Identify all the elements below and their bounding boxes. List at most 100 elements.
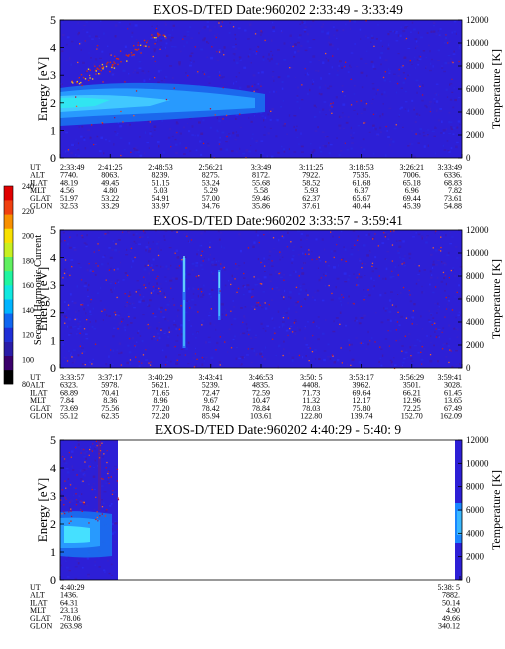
texture-cell bbox=[399, 338, 401, 341]
texture-cell bbox=[297, 41, 300, 44]
texture-cell bbox=[254, 283, 256, 286]
texture-cell bbox=[187, 34, 190, 36]
panel-3-rtick-label: 2000 bbox=[466, 552, 485, 562]
texture-cell bbox=[85, 451, 88, 453]
texture-cell bbox=[132, 260, 135, 263]
speck bbox=[449, 349, 451, 351]
texture-cell bbox=[128, 351, 132, 354]
texture-cell bbox=[300, 246, 303, 248]
texture-cell bbox=[255, 112, 258, 114]
texture-cell bbox=[149, 131, 152, 133]
speck bbox=[402, 286, 405, 289]
texture-cell bbox=[432, 266, 434, 269]
texture-cell bbox=[345, 324, 348, 327]
texture-cell bbox=[233, 59, 235, 62]
texture-cell bbox=[449, 82, 453, 85]
texture-cell bbox=[401, 258, 405, 260]
texture-cell bbox=[77, 354, 80, 356]
texture-cell bbox=[289, 291, 292, 294]
speck bbox=[364, 122, 366, 124]
table-cell: 2:33:49 bbox=[60, 163, 84, 172]
texture-cell bbox=[116, 279, 119, 282]
texture-cell bbox=[296, 136, 299, 138]
texture-cell bbox=[239, 58, 241, 61]
texture-cell bbox=[303, 262, 306, 265]
speck bbox=[113, 61, 115, 63]
speck bbox=[356, 101, 358, 103]
texture-cell bbox=[411, 318, 412, 320]
texture-cell bbox=[349, 27, 351, 31]
texture-cell bbox=[164, 32, 166, 34]
table-row-label: ALT bbox=[30, 591, 45, 600]
texture-cell bbox=[448, 132, 452, 135]
speck bbox=[101, 63, 104, 66]
texture-cell bbox=[71, 40, 74, 43]
texture-cell bbox=[341, 303, 343, 307]
texture-cell bbox=[341, 112, 344, 114]
texture-cell bbox=[434, 303, 436, 305]
texture-cell bbox=[268, 53, 270, 56]
texture-cell bbox=[415, 112, 419, 116]
texture-cell bbox=[444, 290, 446, 292]
texture-cell bbox=[129, 74, 131, 76]
texture-cell bbox=[238, 72, 240, 74]
texture-cell bbox=[407, 110, 410, 112]
texture-cell bbox=[421, 291, 424, 294]
speck bbox=[254, 308, 256, 310]
texture-cell bbox=[306, 72, 309, 75]
texture-cell bbox=[367, 37, 370, 39]
texture-cell bbox=[409, 143, 411, 146]
texture-cell bbox=[113, 440, 117, 443]
speck bbox=[341, 362, 343, 364]
texture-cell bbox=[251, 305, 253, 308]
texture-cell bbox=[70, 63, 72, 66]
speck bbox=[353, 303, 355, 305]
texture-cell bbox=[189, 64, 192, 67]
speck bbox=[304, 253, 307, 255]
texture-cell bbox=[333, 34, 335, 37]
texture-cell bbox=[250, 62, 252, 64]
texture-cell bbox=[340, 149, 343, 152]
panel-3-rtick-label: 12000 bbox=[466, 435, 489, 445]
table-cell: 6336. bbox=[444, 171, 462, 180]
texture-cell bbox=[155, 39, 157, 42]
speck bbox=[211, 46, 213, 48]
texture-cell bbox=[433, 344, 435, 347]
colorbar-tick-label: 100 bbox=[22, 355, 34, 364]
texture-cell bbox=[455, 363, 458, 365]
table-cell: 3:50: 5 bbox=[300, 373, 322, 382]
texture-cell bbox=[127, 313, 131, 315]
speck bbox=[187, 75, 189, 77]
texture-cell bbox=[80, 478, 83, 481]
speck bbox=[91, 488, 93, 491]
texture-cell bbox=[232, 338, 235, 341]
texture-cell bbox=[286, 75, 290, 78]
speck bbox=[90, 298, 92, 301]
texture-cell bbox=[156, 25, 158, 27]
speck bbox=[197, 71, 199, 73]
speck bbox=[264, 39, 266, 42]
texture-cell bbox=[272, 54, 274, 57]
texture-cell bbox=[372, 268, 375, 270]
texture-cell bbox=[402, 240, 405, 243]
speck bbox=[219, 336, 221, 338]
texture-cell bbox=[429, 360, 433, 363]
speck bbox=[435, 336, 438, 338]
texture-cell bbox=[163, 332, 166, 334]
colorbar-cell bbox=[4, 270, 13, 286]
texture-cell bbox=[383, 79, 386, 82]
texture-cell bbox=[293, 320, 297, 323]
texture-cell bbox=[317, 316, 320, 318]
speck bbox=[79, 345, 81, 347]
texture-cell bbox=[252, 74, 256, 77]
texture-cell bbox=[449, 231, 451, 234]
table-cell: 51.15 bbox=[152, 178, 170, 187]
texture-cell bbox=[160, 249, 162, 251]
texture-cell bbox=[443, 342, 446, 345]
speck bbox=[80, 508, 82, 511]
texture-cell bbox=[456, 257, 459, 259]
texture-cell bbox=[255, 30, 258, 32]
texture-cell bbox=[124, 45, 127, 48]
texture-cell bbox=[282, 148, 285, 151]
texture-cell bbox=[114, 35, 117, 38]
